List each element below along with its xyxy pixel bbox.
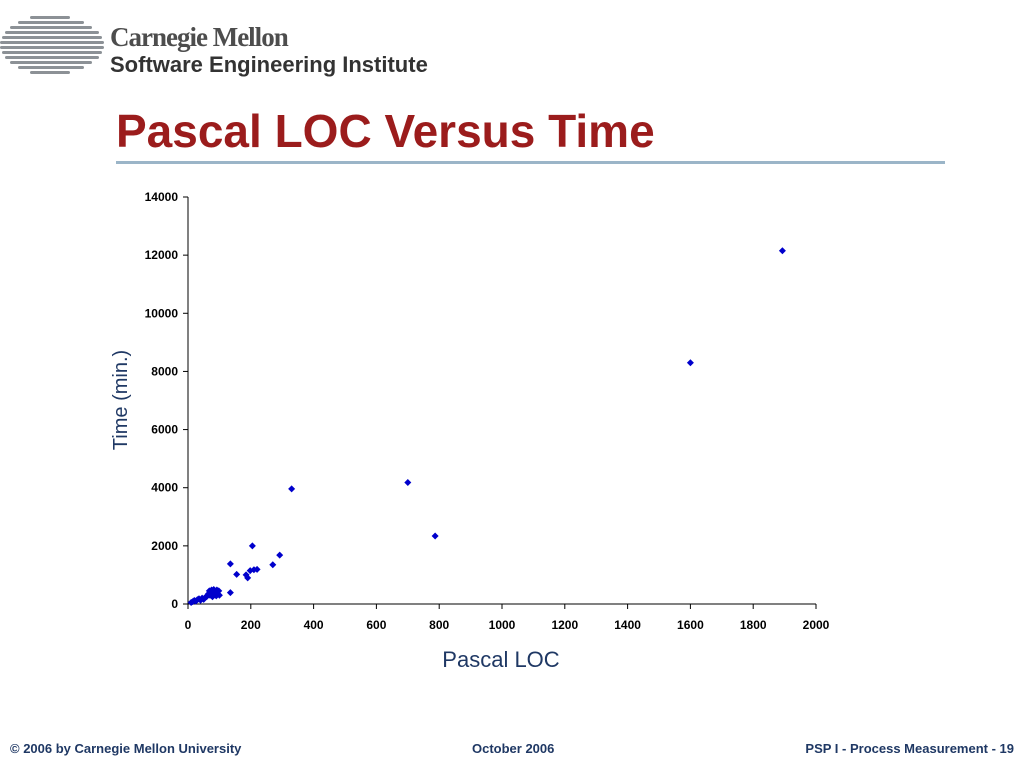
data-point [226, 560, 234, 568]
chart-points [187, 247, 786, 607]
sei-logo-icon [0, 14, 104, 81]
data-point [276, 551, 284, 559]
x-tick-label: 0 [185, 618, 192, 632]
y-tick-label: 4000 [151, 481, 178, 495]
x-tick-label: 1200 [551, 618, 578, 632]
data-point [248, 542, 256, 550]
org-subtitle: Software Engineering Institute [110, 52, 428, 77]
x-tick-label: 1600 [677, 618, 704, 632]
data-point [686, 359, 694, 367]
footer-page-info: PSP I - Process Measurement - 19 [805, 741, 1014, 756]
data-point [778, 247, 786, 255]
y-tick-label: 10000 [145, 306, 179, 320]
page-title: Pascal LOC Versus Time [116, 105, 655, 157]
data-point [215, 587, 223, 595]
data-point [288, 485, 296, 493]
y-tick-label: 14000 [145, 190, 179, 204]
data-point [233, 570, 241, 578]
org-name: Carnegie Mellon [110, 22, 289, 52]
y-tick-label: 2000 [151, 539, 178, 553]
x-tick-label: 1000 [489, 618, 516, 632]
data-point [226, 589, 234, 597]
data-point [431, 532, 439, 540]
footer-date: October 2006 [472, 741, 555, 756]
x-tick-label: 400 [304, 618, 324, 632]
x-tick-label: 1800 [740, 618, 767, 632]
data-point [253, 565, 261, 573]
y-tick-label: 12000 [145, 248, 179, 262]
x-tick-label: 1400 [614, 618, 641, 632]
chart-axes: 0 2000 4000 6000 8000 10000 12000 14000 0 200 400 6… [145, 190, 830, 632]
y-tick-label: 8000 [151, 364, 178, 378]
x-tick-label: 800 [429, 618, 449, 632]
footer-copyright: © 2006 by Carnegie Mellon University [10, 741, 242, 756]
data-point [404, 478, 412, 486]
x-tick-label: 600 [366, 618, 386, 632]
y-tick-label: 0 [171, 597, 178, 611]
title-divider [116, 161, 945, 164]
data-point [244, 574, 252, 582]
x-tick-label: 200 [241, 618, 261, 632]
x-axis-label: Pascal LOC [442, 647, 559, 672]
data-point [269, 561, 277, 569]
y-axis-label: Time (min.) [110, 350, 132, 450]
data-point [215, 591, 223, 599]
x-tick-label: 2000 [803, 618, 830, 632]
y-tick-label: 6000 [151, 423, 178, 437]
